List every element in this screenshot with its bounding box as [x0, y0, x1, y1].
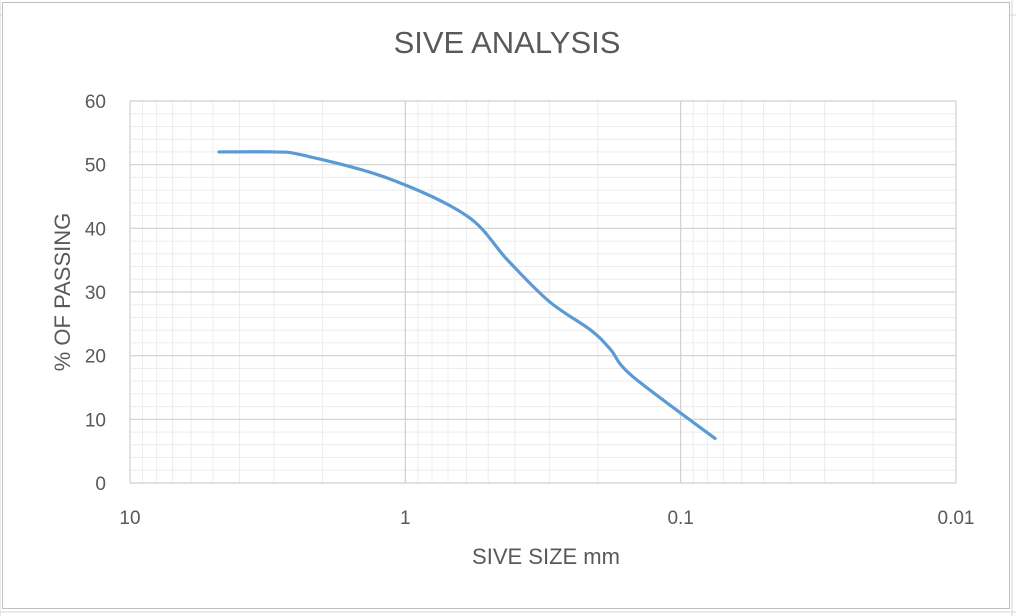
- y-tick-label: 20: [85, 347, 106, 368]
- y-tick-label: 50: [85, 156, 106, 177]
- x-axis-title: SIVE SIZE mm: [472, 544, 620, 569]
- series-line: [217, 150, 717, 441]
- chart-title: SIVE ANALYSIS: [393, 25, 621, 60]
- y-tick-label: 10: [85, 410, 106, 431]
- y-tick-label: 40: [85, 219, 106, 240]
- x-tick-label: 0.1: [667, 508, 693, 529]
- y-tick-label: 0: [95, 474, 106, 495]
- y-tick-label: 30: [85, 283, 106, 304]
- x-tick-label: 0.01: [938, 508, 975, 529]
- x-tick-label: 10: [119, 508, 140, 529]
- x-tick-label: 1: [400, 508, 411, 529]
- y-tick-label: 60: [85, 92, 106, 113]
- chart-area[interactable]: SIVE ANALYSIS SIVE SIZE mm % OF PASSING: [2, 2, 1010, 609]
